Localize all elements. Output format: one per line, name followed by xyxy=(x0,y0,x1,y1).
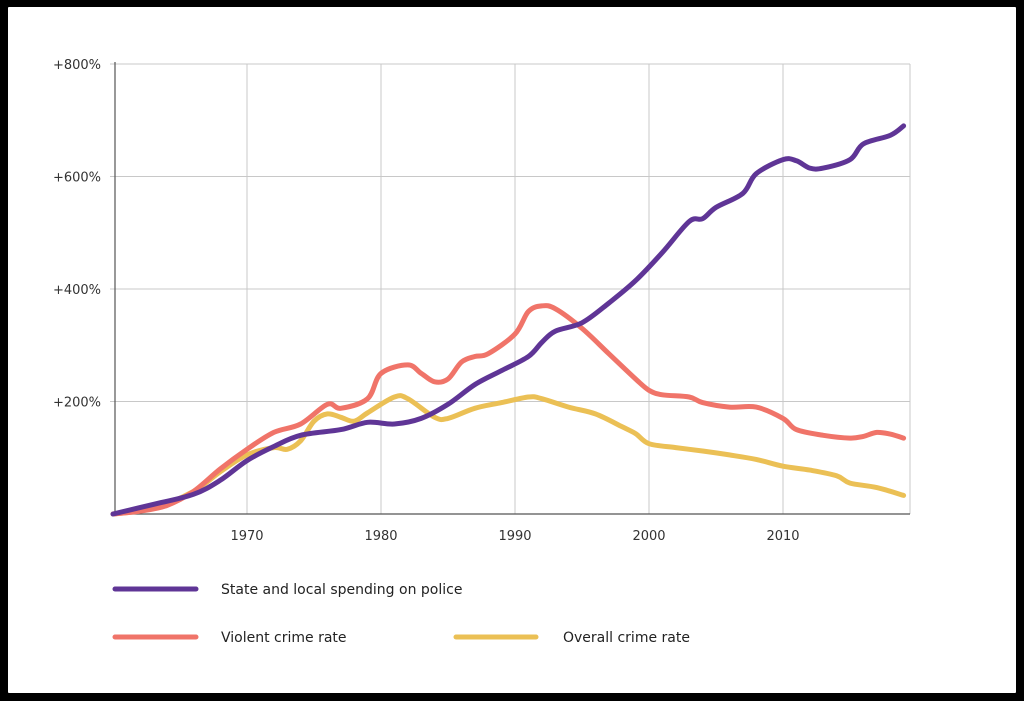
chart-canvas: 1970 1980 1990 2000 2010 +200% +400% +600% +800%… xyxy=(53,58,911,646)
y-tick-label: +800% xyxy=(53,58,101,73)
x-tick-label: 2010 xyxy=(766,529,799,544)
legend-label-violent: Violent crime rate xyxy=(221,630,347,646)
axes xyxy=(114,62,910,515)
tick-labels: 1970 1980 1990 2000 2010 +200% +400% +600% +800% xyxy=(53,58,800,544)
series-lines xyxy=(110,123,907,517)
grid xyxy=(110,63,911,514)
legend-label-overall: Overall crime rate xyxy=(563,630,690,646)
chart-card: 1970 1980 1990 2000 2010 +200% +400% +600% +800%… xyxy=(8,7,1016,693)
x-tick-label: 1970 xyxy=(230,529,263,544)
y-tick-label: +200% xyxy=(53,396,101,411)
series-line-spending xyxy=(110,123,907,517)
legend: State and local spending on police Viole… xyxy=(112,582,690,646)
y-tick-label: +400% xyxy=(53,283,101,298)
x-tick-label: 1980 xyxy=(364,529,397,544)
y-tick-label: +600% xyxy=(53,171,101,186)
series-line-violent xyxy=(110,303,907,517)
legend-label-spending: State and local spending on police xyxy=(221,582,462,598)
x-tick-label: 1990 xyxy=(498,529,531,544)
series-line-overall xyxy=(110,393,907,517)
x-tick-label: 2000 xyxy=(632,529,665,544)
